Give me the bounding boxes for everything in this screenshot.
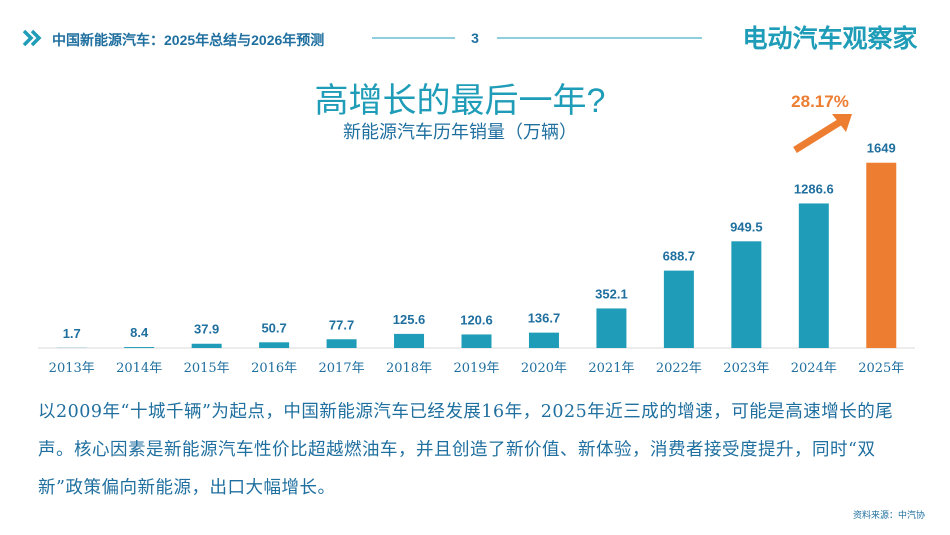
value-label: 352.1 (595, 286, 628, 301)
bar (528, 332, 559, 348)
x-tick-label: 2014年 (116, 361, 162, 376)
brand: 电动汽车观察家 (742, 24, 917, 53)
bar (461, 334, 492, 348)
x-tick-label: 2018年 (386, 361, 432, 376)
value-label: 77.7 (329, 317, 354, 332)
value-label: 50.7 (261, 320, 286, 335)
value-label: 37.9 (194, 322, 219, 337)
bar (191, 343, 222, 348)
annotation: 28.17% (791, 92, 849, 111)
bar (596, 308, 627, 348)
value-label: 1649 (867, 141, 896, 156)
bar (326, 339, 357, 348)
bar (394, 333, 425, 348)
value-label: 1286.6 (794, 181, 834, 196)
value-label: 949.5 (730, 219, 763, 234)
x-tick-label: 2022年 (656, 361, 702, 376)
source: 资料来源：中汽协 (853, 509, 925, 520)
bar (259, 342, 290, 348)
x-tick-label: 2015年 (184, 361, 230, 376)
value-label: 120.6 (460, 312, 493, 327)
chart-title: 高增长的最后一年? (315, 82, 606, 120)
x-tick-label: 2020年 (521, 361, 567, 376)
bar (663, 270, 694, 348)
bar (124, 347, 155, 348)
page-number: 3 (471, 30, 479, 46)
value-label: 8.4 (130, 325, 149, 340)
body-text: 以2009年“十城千辆”为起点，中国新能源汽车已经发展16年，2025年近三成的… (38, 402, 894, 498)
x-tick-label: 2013年 (49, 361, 95, 376)
value-label: 125.6 (393, 312, 426, 327)
x-tick-label: 2025年 (858, 361, 904, 376)
x-tick-label: 2017年 (319, 361, 365, 376)
x-tick-label: 2021年 (588, 361, 634, 376)
header-title: 中国新能源汽车：2025年总结与2026年预测 (52, 32, 324, 48)
bar (798, 203, 829, 348)
value-label: 688.7 (663, 249, 696, 264)
value-label: 1.7 (63, 326, 81, 341)
x-tick-label: 2024年 (791, 361, 837, 376)
value-label: 136.7 (528, 311, 561, 326)
x-tick-label: 2019年 (453, 361, 499, 376)
growth-arrow-head (832, 114, 852, 132)
chart-subtitle: 新能源汽车历年销量（万辆） (343, 122, 577, 142)
bar (731, 241, 762, 348)
growth-arrow (793, 119, 842, 153)
x-tick-label: 2023年 (723, 361, 769, 376)
bar (866, 162, 897, 348)
x-tick-label: 2016年 (251, 361, 297, 376)
header-icon (22, 29, 42, 47)
